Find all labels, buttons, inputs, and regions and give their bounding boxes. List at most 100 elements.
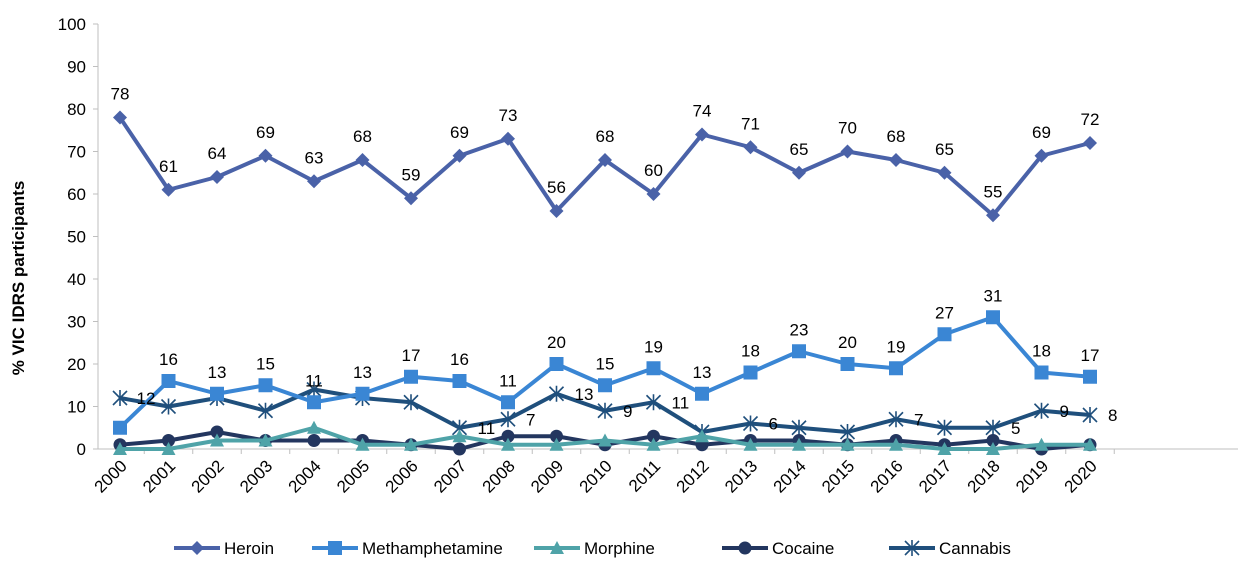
point-cannabis [597, 402, 613, 419]
data-label-heroin: 73 [499, 106, 518, 125]
data-label-heroin: 72 [1081, 110, 1100, 129]
point-morphine [986, 442, 1000, 455]
point-methamphetamine [113, 420, 127, 435]
data-label-methamphetamine: 19 [887, 337, 906, 356]
data-label-methamphetamine: 20 [838, 333, 857, 352]
data-label-methamphetamine: 11 [305, 371, 323, 390]
data-label-heroin: 68 [353, 127, 372, 146]
point-morphine [792, 437, 806, 451]
point-morphine [1083, 437, 1097, 451]
point-methamphetamine [840, 357, 855, 371]
point-legend-cannabis [904, 540, 920, 556]
point-methamphetamine [258, 378, 273, 393]
point-heroin [743, 140, 758, 155]
point-cocaine [162, 434, 175, 447]
data-label-heroin: 63 [305, 148, 324, 167]
point-cannabis [791, 419, 807, 436]
point-cannabis [112, 390, 128, 406]
data-label-cannabis: 13 [575, 385, 594, 404]
data-label-heroin: 78 [111, 85, 130, 104]
point-morphine [501, 437, 515, 451]
x-tick-label: 2009 [527, 456, 567, 496]
y-tick-label: 20 [67, 355, 86, 374]
x-tick-label: 2017 [915, 456, 955, 496]
point-methamphetamine [452, 374, 467, 388]
point-cannabis [403, 394, 419, 411]
data-label-heroin: 64 [208, 144, 227, 163]
point-morphine [355, 437, 370, 451]
data-label-methamphetamine: 20 [547, 333, 566, 352]
x-tick-label: 2018 [964, 456, 1004, 496]
point-methamphetamine [937, 327, 952, 342]
data-label-methamphetamine: 27 [935, 303, 954, 322]
point-cocaine [550, 429, 563, 443]
point-methamphetamine [210, 386, 224, 401]
data-label-cannabis: 12 [137, 389, 156, 408]
data-label-methamphetamine: 13 [693, 363, 712, 382]
point-methamphetamine [889, 361, 903, 376]
point-methamphetamine [743, 365, 758, 380]
point-heroin [986, 208, 1000, 223]
data-label-cannabis: 7 [526, 410, 535, 429]
data-label-heroin: 74 [693, 102, 712, 121]
point-legend-methamphetamine [328, 541, 342, 555]
data-label-methamphetamine: 18 [741, 342, 760, 361]
point-cannabis [742, 415, 759, 432]
point-morphine [937, 442, 952, 455]
point-morphine [161, 442, 176, 455]
y-tick-label: 30 [67, 313, 86, 332]
data-label-methamphetamine: 13 [353, 363, 372, 382]
point-methamphetamine [646, 361, 661, 376]
point-legend-cocaine [738, 541, 752, 555]
x-tick-label: 2012 [673, 456, 713, 496]
point-methamphetamine [1083, 369, 1097, 384]
legend-label: Cannabis [939, 539, 1011, 558]
y-tick-label: 90 [67, 58, 86, 77]
data-label-heroin: 65 [935, 140, 954, 159]
point-morphine [743, 437, 758, 451]
data-label-heroin: 69 [450, 123, 469, 142]
x-tick-label: 2008 [479, 456, 519, 496]
data-label-methamphetamine: 23 [790, 320, 809, 339]
data-label-methamphetamine: 17 [402, 346, 421, 365]
point-heroin [307, 174, 321, 189]
x-tick-label: 2020 [1061, 456, 1101, 496]
point-morphine [598, 433, 612, 447]
x-tick-label: 2007 [430, 456, 470, 496]
point-cocaine [307, 434, 321, 447]
y-tick-label: 70 [67, 143, 86, 162]
data-label-methamphetamine: 13 [208, 363, 227, 382]
point-heroin [695, 127, 709, 142]
data-label-methamphetamine: 18 [1032, 342, 1051, 361]
legend: Heroin Methamphetamine Morphine Cocaine Cann… [174, 539, 1011, 558]
point-heroin [1083, 136, 1097, 150]
x-tick-label: 2014 [770, 456, 810, 496]
data-label-methamphetamine: 16 [159, 350, 178, 369]
point-morphine [452, 429, 467, 443]
data-label-heroin: 65 [790, 140, 809, 159]
point-cocaine [210, 425, 224, 439]
point-morphine [210, 433, 224, 447]
point-cannabis [306, 381, 322, 398]
point-cocaine [501, 429, 515, 443]
point-methamphetamine [161, 374, 176, 388]
data-label-heroin: 60 [644, 161, 663, 180]
legend-item-morphine: Morphine [534, 539, 655, 558]
data-label-heroin: 70 [838, 119, 857, 138]
point-heroin [210, 170, 224, 184]
x-tick-label: 2004 [285, 456, 325, 496]
point-morphine [695, 429, 709, 443]
legend-item-methamphetamine: Methamphetamine [312, 539, 503, 558]
point-morphine [1034, 437, 1049, 451]
point-morphine [549, 437, 564, 451]
point-morphine [113, 442, 127, 455]
point-cannabis [1082, 407, 1098, 423]
y-tick-label: 0 [77, 440, 86, 459]
point-morphine [258, 433, 273, 447]
point-cannabis [500, 411, 516, 428]
x-tick-label: 2010 [576, 456, 616, 496]
x-tick-label: 2011 [625, 456, 664, 495]
point-heroin [113, 110, 127, 125]
data-label-cannabis: 9 [623, 402, 632, 421]
